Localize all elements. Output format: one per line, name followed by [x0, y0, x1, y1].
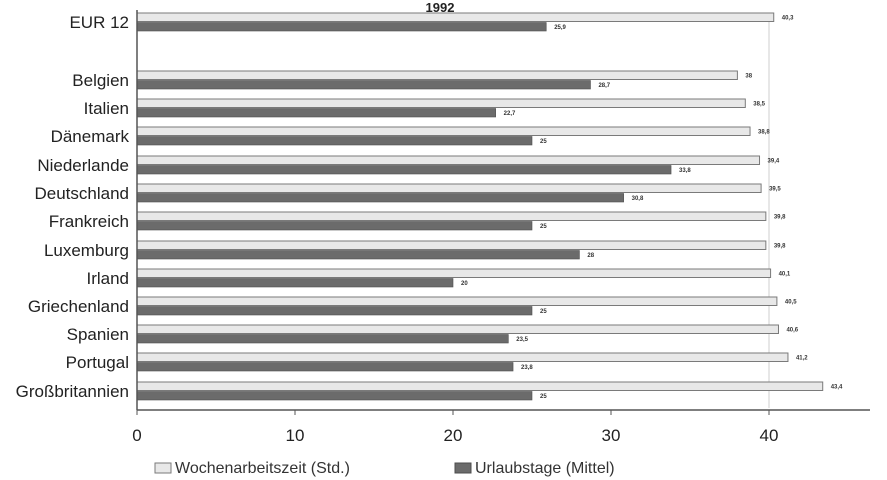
- category-label: Belgien: [72, 71, 129, 90]
- legend-swatch-wochenarbeitszeit: [154, 462, 172, 474]
- data-label-urlaubstage: 28: [587, 253, 594, 259]
- category-label: Frankreich: [49, 212, 129, 231]
- bar-wochenarbeitszeit: [136, 70, 738, 80]
- bar-urlaubstage: [136, 306, 533, 316]
- data-label-urlaubstage: 25,9: [554, 25, 566, 31]
- bar-wochenarbeitszeit: [136, 211, 767, 221]
- data-label-urlaubstage: 30,8: [632, 196, 644, 202]
- x-tick-label: 10: [286, 426, 305, 445]
- bar-wochenarbeitszeit: [136, 98, 746, 108]
- bar-urlaubstage: [136, 22, 547, 32]
- legend-swatch-urlaubstage: [454, 462, 472, 474]
- bar-wochenarbeitszeit: [136, 296, 778, 306]
- data-label-wochenarbeitszeit: 40,5: [785, 300, 797, 306]
- category-label: EUR 12: [69, 13, 129, 32]
- data-label-wochenarbeitszeit: 39,4: [768, 159, 780, 165]
- data-label-wochenarbeitszeit: 40,3: [782, 16, 794, 22]
- data-label-wochenarbeitszeit: 41,2: [796, 356, 808, 362]
- bar-wochenarbeitszeit: [136, 352, 789, 362]
- legend-label-urlaubstage: Urlaubstage (Mittel): [475, 460, 615, 477]
- category-label: Spanien: [67, 325, 129, 344]
- data-label-urlaubstage: 22,7: [504, 111, 516, 117]
- bar-wochenarbeitszeit: [136, 268, 772, 278]
- bar-urlaubstage: [136, 165, 672, 175]
- category-label: Niederlande: [37, 156, 129, 175]
- category-label: Irland: [86, 269, 129, 288]
- data-label-wochenarbeitszeit: 39,8: [774, 244, 786, 250]
- data-label-wochenarbeitszeit: 39,5: [769, 187, 781, 193]
- data-label-urlaubstage: 25: [540, 309, 547, 315]
- data-label-wochenarbeitszeit: 43,4: [831, 385, 843, 391]
- x-tick-label: 40: [760, 426, 779, 445]
- bar-urlaubstage: [136, 391, 533, 401]
- chart-title: 1992: [426, 0, 455, 15]
- x-tick-label: 0: [132, 426, 141, 445]
- bar-urlaubstage: [136, 108, 496, 118]
- bars-layer: [136, 12, 824, 401]
- bar-urlaubstage: [136, 362, 514, 372]
- data-label-wochenarbeitszeit: 38,8: [758, 130, 770, 136]
- bar-wochenarbeitszeit: [136, 12, 775, 22]
- bar-urlaubstage: [136, 193, 624, 203]
- data-label-urlaubstage: 25: [540, 224, 547, 230]
- bar-urlaubstage: [136, 136, 533, 146]
- bar-urlaubstage: [136, 80, 591, 90]
- category-label: Luxemburg: [44, 241, 129, 260]
- category-label: Italien: [84, 99, 129, 118]
- category-label: Deutschland: [34, 184, 129, 203]
- bar-urlaubstage: [136, 250, 580, 260]
- category-label: Griechenland: [28, 297, 129, 316]
- x-tick-label: 20: [444, 426, 463, 445]
- category-label: Portugal: [66, 353, 129, 372]
- labels-layer: 40,3 25,9 38 28,7 38,5 22,7 38,8 25 39,4 33,8 39,5…: [461, 16, 843, 401]
- bar-urlaubstage: [136, 278, 454, 288]
- data-label-urlaubstage: 33,8: [679, 168, 691, 174]
- axis-layer: EUR 12 Belgien Italien Dänemark Niederlande D…: [16, 10, 870, 445]
- data-label-wochenarbeitszeit: 38: [745, 74, 752, 80]
- data-label-wochenarbeitszeit: 39,8: [774, 215, 786, 221]
- bar-urlaubstage: [136, 334, 509, 344]
- category-label: Großbritannien: [16, 382, 129, 401]
- data-label-urlaubstage: 25: [540, 394, 547, 400]
- data-label-urlaubstage: 25: [540, 139, 547, 145]
- data-label-urlaubstage: 28,7: [598, 83, 610, 89]
- bar-wochenarbeitszeit: [136, 183, 762, 193]
- bar-wochenarbeitszeit: [136, 155, 761, 165]
- legend-label-wochenarbeitszeit: Wochenarbeitszeit (Std.): [175, 460, 350, 477]
- bar-wochenarbeitszeit: [136, 240, 767, 250]
- data-label-wochenarbeitszeit: 38,5: [753, 102, 765, 108]
- data-label-urlaubstage: 23,8: [521, 365, 533, 371]
- legend-layer: Wochenarbeitszeit (Std.) Urlaubstage (Mit…: [154, 460, 615, 477]
- bar-wochenarbeitszeit: [136, 126, 751, 136]
- data-label-urlaubstage: 20: [461, 281, 468, 287]
- data-label-wochenarbeitszeit: 40,6: [786, 328, 798, 334]
- data-label-urlaubstage: 23,5: [516, 337, 528, 343]
- bar-wochenarbeitszeit: [136, 381, 824, 391]
- category-label: Dänemark: [51, 127, 130, 146]
- bar-urlaubstage: [136, 221, 533, 231]
- x-tick-label: 30: [602, 426, 621, 445]
- bar-wochenarbeitszeit: [136, 324, 779, 334]
- data-label-wochenarbeitszeit: 40,1: [779, 272, 791, 278]
